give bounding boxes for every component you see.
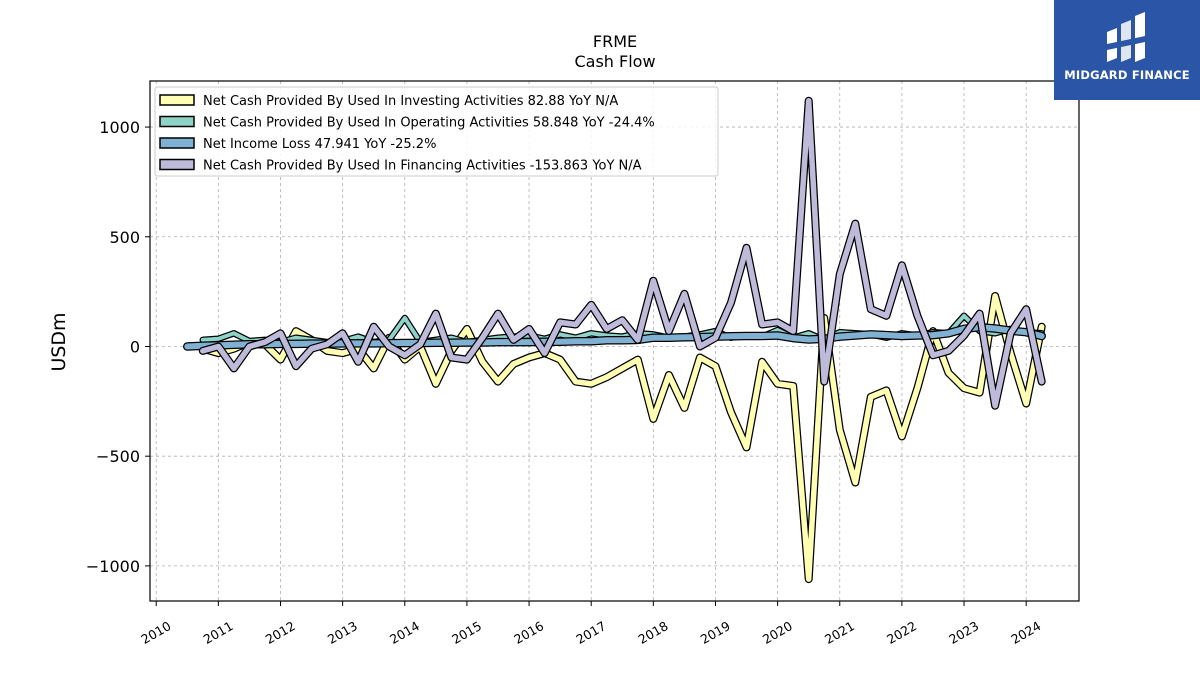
- series-line: [200, 97, 1045, 409]
- x-tick-label: 2015: [449, 618, 484, 647]
- midgard-finance-logo: MIDGARD FINANCE: [1054, 0, 1200, 100]
- x-tick-label: 2010: [138, 618, 173, 647]
- series-lines: [183, 96, 1046, 584]
- chart-title: FRME: [593, 32, 637, 51]
- legend-box: [154, 86, 719, 177]
- legend-swatch: [159, 137, 195, 149]
- y-tick-label: 1000: [99, 118, 140, 137]
- x-tick-label: 2021: [822, 618, 857, 647]
- midgard-logo-icon: [1107, 12, 1145, 62]
- y-tick-label: 500: [109, 228, 140, 247]
- legend-label: Net Cash Provided By Used In Financing A…: [203, 159, 642, 174]
- x-axis: 2010 2011 2012 2013 2014 2015 2016 2017 2018 2019…: [138, 601, 1043, 647]
- legend-swatch: [159, 158, 195, 171]
- y-tick-label: −500: [96, 447, 140, 466]
- x-tick-label: 2024: [1008, 618, 1043, 647]
- x-tick-label: 2016: [511, 618, 546, 647]
- x-tick-label: 2023: [946, 618, 981, 647]
- x-tick-label: 2013: [325, 618, 360, 647]
- y-tick-label: −1000: [86, 557, 140, 576]
- legend-swatch: [159, 94, 195, 106]
- x-tick-label: 2012: [263, 618, 298, 647]
- plot-area-frame: [149, 80, 1080, 602]
- y-axis-label: USDm: [48, 312, 70, 371]
- x-tick-label: 2011: [201, 618, 236, 647]
- legend-label: Net Cash Provided By Used In Operating A…: [203, 116, 655, 131]
- logo-text: MIDGARD FINANCE: [1064, 68, 1190, 82]
- x-tick-label: 2019: [698, 618, 733, 647]
- legend-label: Net Income Loss 47.941 YoY -25.2%: [203, 137, 436, 152]
- y-axis: −1000 −500 0 500 1000: [86, 118, 150, 576]
- x-tick-label: 2014: [387, 618, 422, 647]
- x-tick-label: 2022: [884, 618, 919, 647]
- legend-label: Net Cash Provided By Used In Investing A…: [203, 94, 618, 109]
- legend-swatch: [159, 115, 195, 128]
- legend: Net Cash Provided By Used In Investing A…: [154, 86, 719, 177]
- chart-subtitle: Cash Flow: [574, 52, 655, 71]
- series-line: [200, 293, 1045, 582]
- x-tick-label: 2017: [573, 618, 608, 647]
- x-tick-label: 2018: [636, 618, 671, 647]
- x-tick-label: 2020: [760, 618, 795, 647]
- y-tick-label: 0: [130, 337, 140, 356]
